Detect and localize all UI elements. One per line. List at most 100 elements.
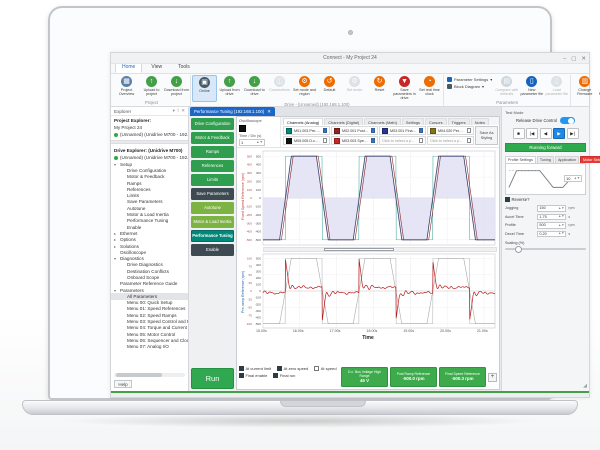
- release-drive-control-toggle[interactable]: [559, 117, 575, 124]
- field-input-profile[interactable]: 500 ▲▼: [537, 222, 567, 229]
- nav-button-limits[interactable]: Limits: [191, 174, 234, 186]
- tree-item-diagnostics[interactable]: ▾ Diagnostics: [111, 255, 188, 261]
- channel-checkbox[interactable]: [418, 138, 423, 143]
- channel-checkbox[interactable]: [466, 128, 471, 133]
- collapsed-icon[interactable]: ▸: [114, 238, 116, 243]
- tree-item-menu-03-speed-control-and-position[interactable]: Menu 03: Speed Control and Position: [111, 318, 188, 324]
- profile-time-spinner[interactable]: 10 ▲▼: [564, 175, 582, 182]
- tree-item-drive-diagnostics[interactable]: Drive Diagnostics: [111, 262, 188, 268]
- tree-item-limits[interactable]: Limits: [111, 192, 188, 198]
- tree-item-save-parameters[interactable]: Save Parameters: [111, 199, 188, 205]
- scope-tab-notes[interactable]: Notes: [470, 118, 489, 125]
- ribbon-button-keypad-programming[interactable]: ▦Keypad Programming: [597, 75, 600, 100]
- run-button[interactable]: Run: [191, 368, 234, 389]
- reverse-checkbox[interactable]: [505, 197, 510, 202]
- nav-button-autotune[interactable]: Autotune: [191, 202, 234, 214]
- timediv-spinner[interactable]: 1 ▲▼: [239, 139, 265, 146]
- panel-tab-tuning[interactable]: Tuning: [536, 156, 554, 163]
- tree-item-ramps[interactable]: Ramps: [111, 180, 188, 186]
- tree-item-menu-00-quick-setup[interactable]: Menu 00: Quick Setup: [111, 300, 188, 306]
- field-input-jogging[interactable]: 150 ▲▼: [537, 205, 567, 212]
- tree-item-motor-load-inertia[interactable]: Motor & Load Inertia: [111, 211, 188, 217]
- expanded-icon[interactable]: ▾: [114, 162, 116, 167]
- step-forward-button[interactable]: ▶|: [566, 128, 579, 139]
- scope-tab-cursors[interactable]: Cursors: [424, 118, 447, 125]
- speed-error-chart[interactable]: Pre-ramp Reference (rpm)5004003002001000…: [239, 253, 497, 329]
- channel-checkbox[interactable]: [466, 138, 471, 143]
- scope-tab-settings[interactable]: Settings: [401, 118, 424, 125]
- maximize-button[interactable]: ▢: [571, 55, 577, 62]
- legend-channel[interactable]: M03.001 Final Speed Reference: [379, 126, 426, 135]
- close-button[interactable]: ✕: [581, 55, 586, 62]
- legend-channel[interactable]: M05.005 D.c. Bus Voltage: [283, 136, 330, 145]
- ribbon-button-default[interactable]: ↺ Default: [317, 75, 342, 100]
- value-tile-d-c-bus-voltage-high-range[interactable]: D.c. Bus Voltage High Range 46 V: [341, 367, 388, 387]
- add-tile-button[interactable]: +: [488, 372, 497, 382]
- speed-profile-chart[interactable]: Fixed Speed Reference (rpm) 500 400 300 200 1…: [239, 150, 497, 246]
- close-icon[interactable]: ✕: [181, 108, 185, 113]
- legend-channel[interactable]: Click to select a parameter: [379, 136, 426, 145]
- value-tile-final-speed-reference[interactable]: Final Speed Reference -500.3 rpm: [439, 367, 486, 387]
- field-input-accel-time[interactable]: 1.75 ▲▼: [537, 213, 567, 220]
- tree-item-references[interactable]: References: [111, 186, 188, 192]
- status-checkbox[interactable]: [239, 366, 244, 371]
- ribbon-button-set-real-time-clock[interactable]: ◔ Set real time clock: [417, 75, 442, 100]
- status-checkbox[interactable]: [277, 366, 282, 371]
- ribbon-button-upload-to-project[interactable]: ↑ Upload to project: [139, 75, 164, 100]
- tree-item-enable[interactable]: Enable: [111, 224, 188, 230]
- ribbon-item-block-diagram[interactable]: Block Diagram ▾: [447, 84, 492, 89]
- ribbon-button-project-overview[interactable]: ▦ Project Overview: [114, 75, 139, 100]
- legend-save-styling-button[interactable]: Save As Styling: [475, 126, 498, 145]
- ribbon-button-new-parameter-file[interactable]: ▯ New parameter file: [519, 75, 544, 100]
- legend-channel[interactable]: M02.001 Post Ramp Reference: [331, 126, 378, 135]
- ribbon-item-parameter-settings[interactable]: Parameter Settings ▾: [447, 77, 492, 82]
- scope-tab-channels-analog-[interactable]: Channels (Analog): [283, 118, 324, 125]
- ribbon-button-online[interactable]: ▣ Online: [192, 75, 217, 102]
- tree-item-all-parameters[interactable]: All Parameters: [111, 293, 188, 300]
- nav-button-motor-load-inertia[interactable]: Motor & Load Inertia: [191, 216, 234, 228]
- status-checkbox[interactable]: [314, 366, 319, 371]
- status-checkbox[interactable]: [273, 373, 278, 378]
- project-name[interactable]: My Project 24: [114, 125, 143, 130]
- ribbon-button-upload-from-drive[interactable]: ↑ Upload from drive: [217, 75, 242, 100]
- spinner-arrows-icon[interactable]: ▲▼: [558, 231, 565, 236]
- minimize-button[interactable]: –: [563, 55, 567, 62]
- collapsed-icon[interactable]: ▸: [114, 244, 116, 249]
- tree-item-destination-conflicts[interactable]: Destination Conflicts: [111, 268, 188, 274]
- legend-channel[interactable]: Click to select a parameter: [427, 136, 474, 145]
- pin-icon[interactable]: ⊺: [176, 108, 180, 113]
- project-drive-item[interactable]: (Unnamed) (Unidrive M700 - 192.168.1.100…: [111, 131, 188, 138]
- expanded-icon[interactable]: ▾: [114, 257, 116, 262]
- tree-item-menu-07-analog-i-o[interactable]: Menu 07: Analog I/O: [111, 344, 188, 350]
- tab-close-icon[interactable]: ✕: [267, 108, 272, 114]
- tree-item-setup[interactable]: ▾ Setup: [111, 161, 188, 167]
- field-input-decel-time[interactable]: 0.20 ▲▼: [537, 230, 567, 237]
- legend-channel[interactable]: M01.003 Pre-ramp Reference: [283, 126, 330, 135]
- ribbon-button-set-mode-and-region[interactable]: ⚙ Set mode and region: [292, 75, 317, 100]
- tree-item-parameter-reference-guide[interactable]: Parameter Reference Guide: [111, 281, 188, 287]
- scope-tab-channels-digital-[interactable]: Channels (Digital): [324, 118, 364, 125]
- status-checkbox[interactable]: [239, 373, 244, 378]
- scope-stop-button[interactable]: [239, 125, 246, 132]
- legend-channel[interactable]: M04.020 Percentage Load: [427, 126, 474, 135]
- drive-item[interactable]: (Unnamed) (Unidrive M700 - 192.168.1.100…: [111, 154, 188, 161]
- tree-item-menu-04-torque-and-current-control[interactable]: Menu 04: Torque and Current control: [111, 325, 188, 331]
- nav-button-ramps[interactable]: Ramps: [191, 146, 234, 158]
- scope-tab-triggers[interactable]: Triggers: [447, 118, 470, 125]
- chart-range-selector[interactable]: [263, 247, 497, 252]
- horizontal-scrollbar[interactable]: [114, 373, 185, 377]
- menu-tab-view[interactable]: View: [151, 64, 163, 70]
- tree-item-performance-tuning[interactable]: Performance Tuning: [111, 218, 188, 224]
- help-button[interactable]: Help: [114, 380, 132, 388]
- play-forward-button[interactable]: ▶: [553, 128, 565, 139]
- menu-tab-tools[interactable]: Tools: [178, 64, 190, 70]
- spinner-arrows-icon[interactable]: ▲▼: [558, 205, 565, 210]
- tree-item-menu-02-speed-ramps[interactable]: Menu 02: Speed Ramps: [111, 312, 188, 318]
- step-back-button[interactable]: |◀: [526, 128, 538, 139]
- spinner-arrows-icon[interactable]: ▲▼: [256, 139, 263, 144]
- tree-item-drive-configuration[interactable]: Drive Configuration: [111, 167, 188, 173]
- channel-checkbox[interactable]: [322, 138, 327, 143]
- tree-item-autotune[interactable]: Autotune: [111, 205, 188, 211]
- channel-checkbox[interactable]: [322, 128, 327, 133]
- ribbon-button-download-from-project[interactable]: ↓ Download from project: [164, 75, 189, 100]
